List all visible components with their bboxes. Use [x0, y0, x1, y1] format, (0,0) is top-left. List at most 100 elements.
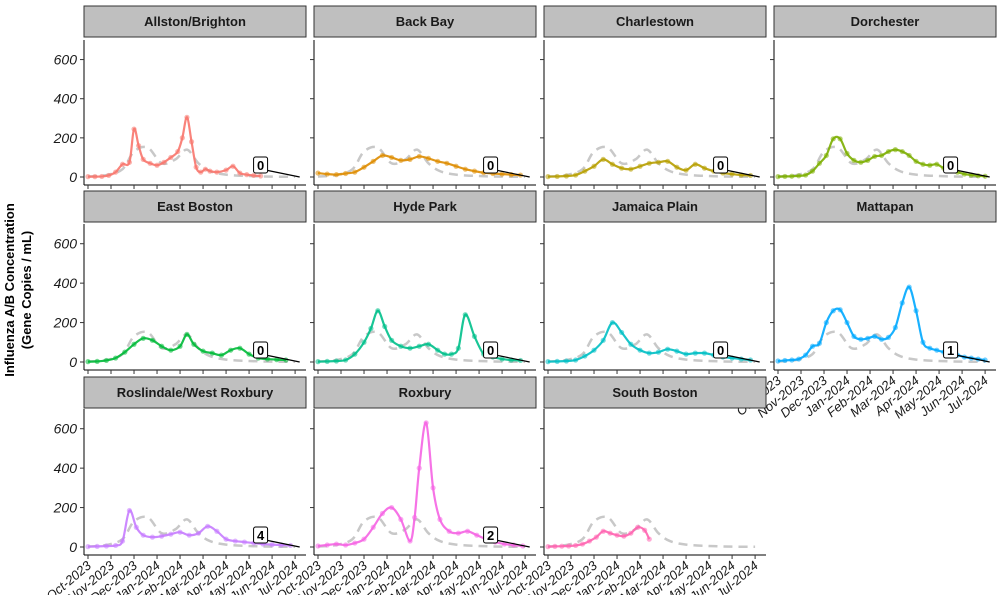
data-point [398, 343, 404, 349]
y-tick-label: 200 [53, 315, 78, 331]
facet-panel: Charlestown 0 [540, 5, 767, 189]
data-point [315, 359, 321, 365]
data-point [499, 171, 505, 177]
facet-panel: East Boston 0 200 400 600 0 [53, 190, 307, 374]
data-point [133, 524, 139, 530]
data-point [379, 510, 386, 517]
data-point [621, 533, 627, 539]
data-point [140, 532, 146, 538]
data-point [878, 336, 885, 342]
data-point [343, 357, 349, 363]
data-point [809, 343, 816, 349]
facet-strip [773, 190, 997, 223]
data-point [462, 166, 468, 172]
data-point [837, 307, 843, 313]
facet-strip-label: Back Bay [396, 14, 455, 29]
data-point [209, 350, 215, 356]
data-point [573, 542, 579, 549]
facet-panel: Allston/Brighton 0 200 400 600 0 [53, 5, 307, 189]
data-point [796, 173, 802, 179]
data-point [131, 126, 137, 132]
data-point [545, 544, 551, 550]
data-point [324, 542, 330, 548]
data-point [131, 341, 137, 347]
data-point [674, 348, 680, 354]
data-point [559, 543, 565, 549]
data-point [934, 161, 940, 167]
y-tick-label: 200 [53, 130, 78, 146]
reference-dashed-line [777, 330, 986, 364]
trend-badge-box [253, 526, 269, 544]
data-point [389, 337, 395, 343]
trend-badge-box [713, 341, 729, 359]
data-point [154, 162, 160, 168]
facet-strip [773, 5, 997, 38]
data-point [103, 543, 110, 549]
y-tick-label: 400 [54, 275, 78, 291]
y-tick-label: 600 [54, 421, 78, 437]
data-point [600, 528, 606, 534]
data-point [655, 159, 662, 165]
data-point [140, 156, 146, 162]
data-point [136, 143, 142, 149]
data-point [455, 345, 461, 351]
data-point [920, 339, 926, 345]
data-point [823, 319, 829, 326]
data-point [837, 136, 843, 142]
data-point [499, 356, 505, 362]
reference-dashed-line [317, 515, 526, 549]
data-point [607, 530, 613, 536]
y-axis-title-line-1: Influenza A/B Concentration [2, 203, 17, 377]
data-point [646, 160, 652, 166]
data-point [202, 166, 208, 172]
trend-badge-box [943, 341, 959, 359]
data-point [858, 159, 864, 165]
data-point [389, 504, 395, 511]
data-point [789, 357, 795, 363]
data-point [113, 542, 119, 549]
facet-strip-label: Jamaica Plain [612, 199, 698, 214]
facet-strip-label: South Boston [612, 385, 697, 400]
data-point [315, 543, 321, 549]
data-point [161, 159, 167, 165]
trend-badge-label: 1 [947, 343, 954, 358]
data-point [865, 335, 871, 341]
data-point [591, 163, 597, 169]
trend-badge-box [483, 341, 499, 359]
trend-badge-label: 0 [257, 343, 264, 358]
data-point [474, 532, 480, 538]
data-point [593, 534, 599, 540]
data-point [407, 538, 413, 544]
data-point [379, 152, 386, 159]
data-point [655, 349, 662, 355]
data-point [796, 356, 802, 362]
facet-strip-label: Mattapan [856, 199, 913, 214]
data-point [455, 530, 461, 536]
data-point [701, 350, 708, 356]
data-point [927, 345, 933, 351]
data-point [701, 165, 708, 171]
data-point [554, 358, 560, 365]
data-point [683, 167, 689, 173]
data-point [370, 158, 376, 164]
data-point [398, 516, 404, 523]
trend-badge-box [943, 156, 959, 174]
data-point [425, 341, 432, 347]
data-point [159, 343, 165, 349]
trend-badge-label: 0 [947, 158, 954, 173]
data-point [159, 533, 165, 539]
data-point [430, 485, 436, 491]
data-point [94, 543, 100, 550]
data-point [600, 156, 606, 162]
data-point [816, 340, 823, 346]
data-point [147, 160, 153, 166]
data-point [416, 153, 422, 160]
data-point [566, 543, 572, 549]
trend-badge-box [713, 156, 729, 174]
data-point [885, 334, 892, 340]
data-point [205, 523, 211, 529]
data-point [885, 148, 892, 155]
facet-strip [83, 190, 307, 223]
